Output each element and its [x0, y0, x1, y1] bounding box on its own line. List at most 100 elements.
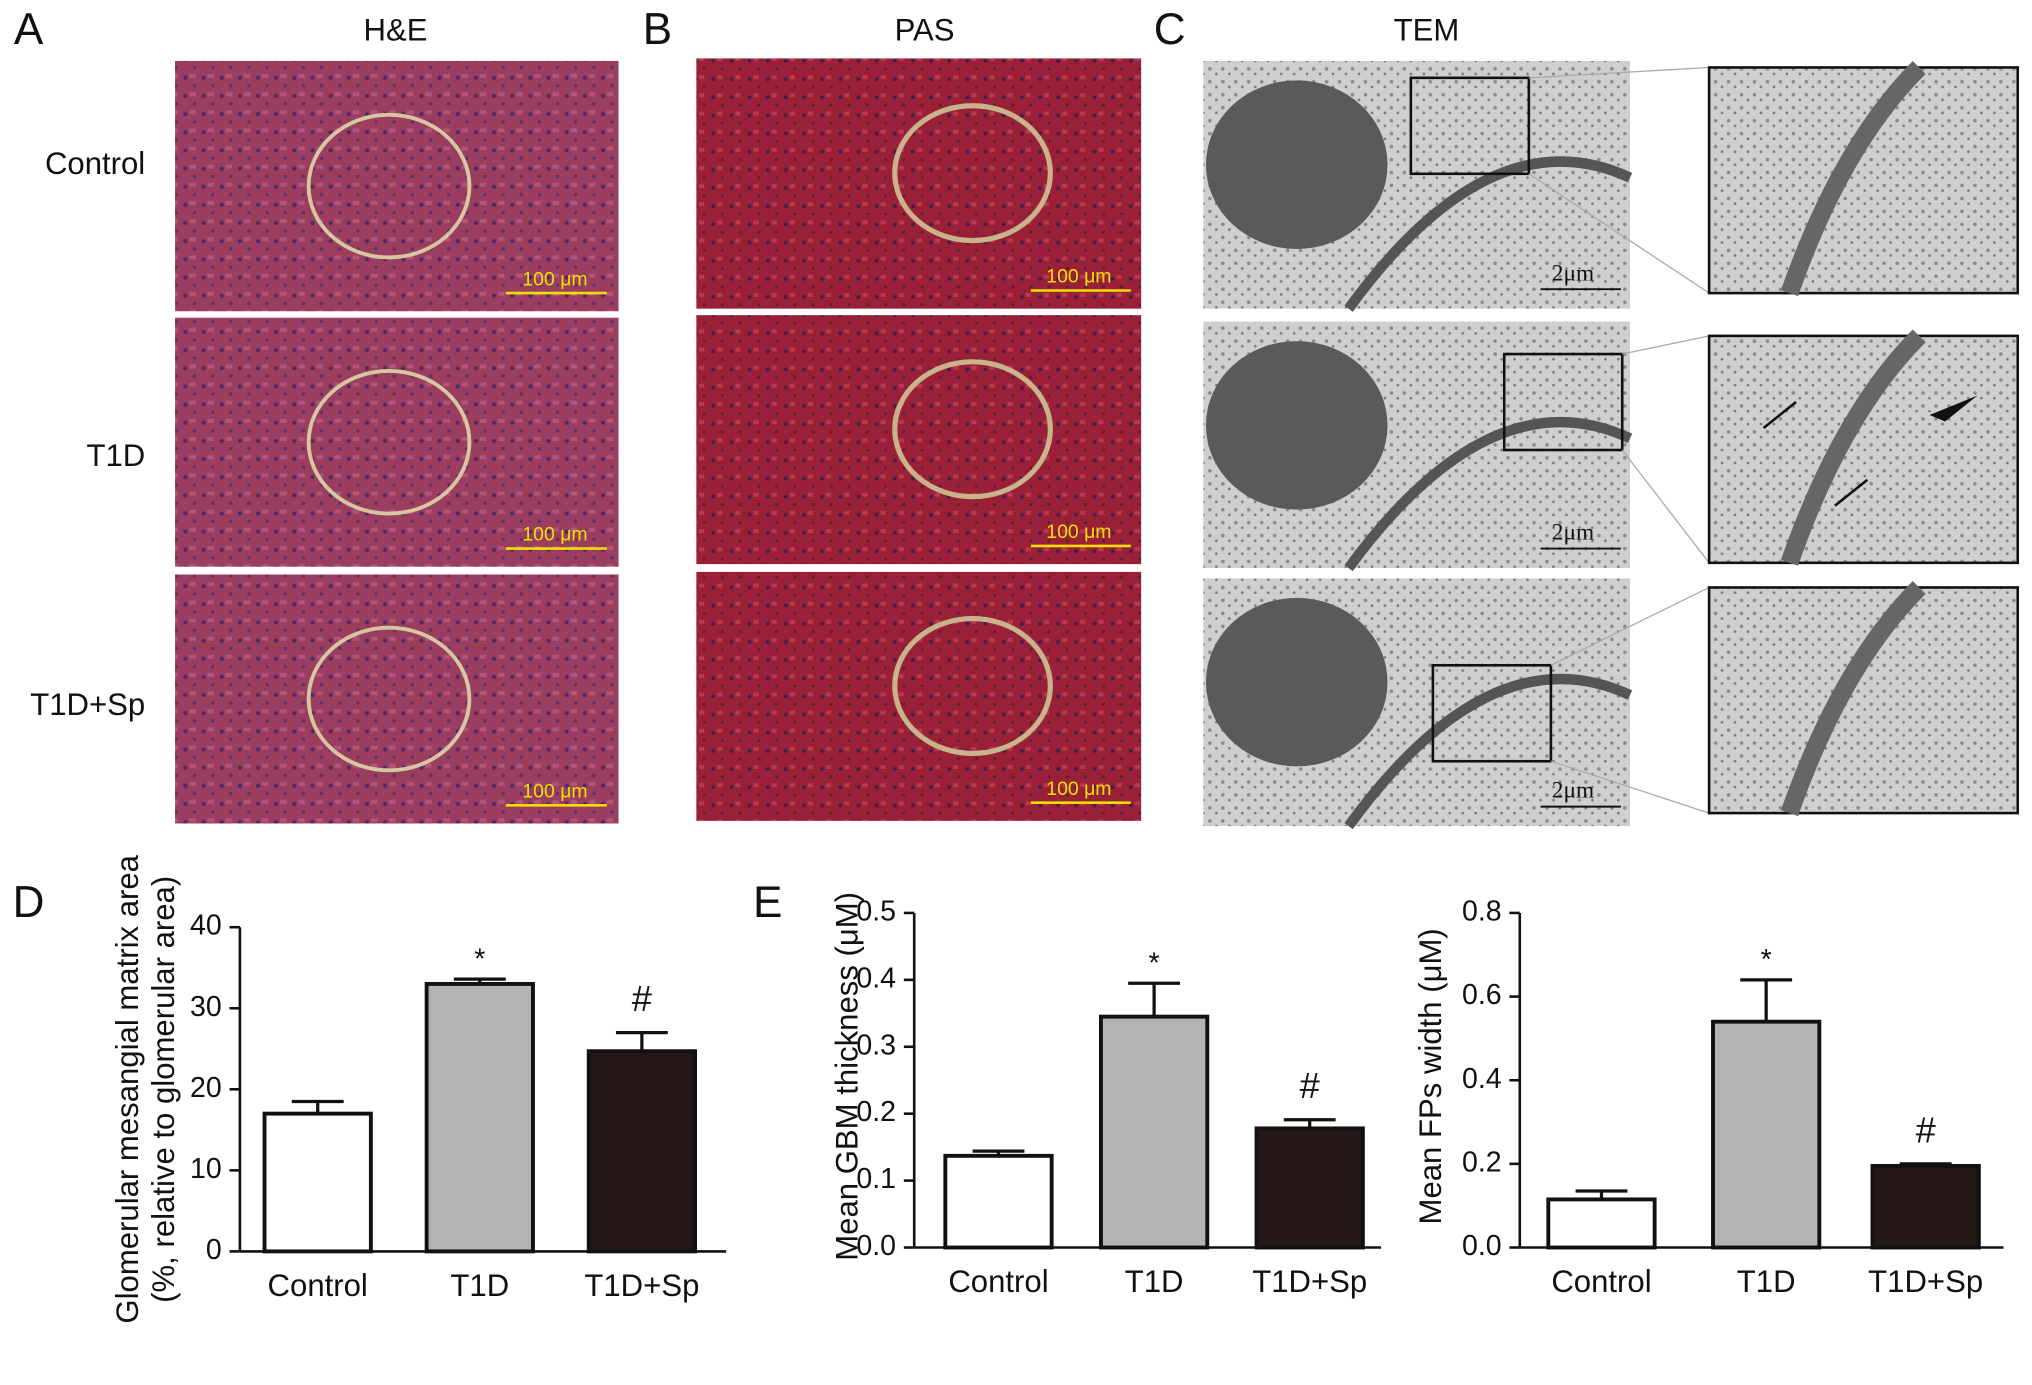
x-tick-label: T1D+Sp: [1868, 1264, 1983, 1299]
connector: [1550, 586, 1710, 666]
panel-label: D: [13, 878, 45, 927]
micrograph: [175, 574, 619, 824]
membrane: [1344, 416, 1633, 572]
y-tick-label: 0.0: [1462, 1230, 1502, 1262]
arrowhead: [1929, 395, 1978, 422]
panel-label: E: [753, 878, 782, 927]
scale-bar-label: 100 μm: [1046, 778, 1111, 800]
y-tick-label: 0.4: [1462, 1063, 1502, 1095]
micrograph: [696, 315, 1142, 565]
micrograph: [175, 60, 619, 312]
glomerulus: [306, 625, 472, 773]
glomerulus: [892, 615, 1053, 757]
scale-bar-label: 2μm: [1552, 260, 1594, 286]
membrane: [1780, 581, 1926, 817]
y-tick-label: 0.2: [856, 1096, 896, 1128]
bar: [1254, 1126, 1365, 1250]
membrane: [1780, 329, 1926, 566]
y-tick-label: 0.2: [1462, 1146, 1502, 1178]
row-label: T1D: [86, 438, 145, 473]
x-tick-label: Control: [1551, 1264, 1651, 1299]
connector: [1550, 760, 1710, 814]
cell: [1205, 341, 1388, 510]
membrane: [1780, 61, 1926, 297]
significance-marker: #: [632, 978, 653, 1019]
glomerulus: [306, 112, 472, 260]
y-tick-label: 0.5: [856, 895, 896, 927]
significance-marker: *: [1761, 944, 1772, 976]
bar: [262, 1111, 373, 1254]
selection-box: [1502, 352, 1624, 452]
y-tick-label: 0.6: [1462, 979, 1502, 1011]
y-tick-label: 10: [190, 1153, 222, 1185]
scale-bar-label: 2μm: [1552, 778, 1594, 804]
scale-bar-label: 100 μm: [1046, 266, 1111, 288]
x-tick-label: T1D: [450, 1268, 509, 1303]
bar: [1711, 1019, 1822, 1250]
arrow: [1834, 478, 1869, 507]
micrograph: [696, 571, 1142, 821]
panel-label: B: [643, 5, 672, 54]
significance-marker: *: [1149, 948, 1160, 980]
connector: [1622, 335, 1710, 355]
panel-label: C: [1154, 5, 1186, 54]
bar: [586, 1049, 698, 1254]
x-tick-label: Control: [948, 1264, 1048, 1299]
selection-box: [1409, 76, 1531, 176]
bar: [943, 1153, 1054, 1250]
significance-marker: #: [1300, 1065, 1321, 1106]
micrograph: [696, 58, 1142, 309]
y-tick-label: 0.3: [856, 1029, 896, 1061]
y-tick-label: 40: [190, 910, 222, 942]
zoom-micrograph: [1707, 66, 2020, 295]
y-tick-label: 30: [190, 991, 222, 1023]
y-tick-label: 0: [206, 1234, 222, 1266]
y-tick-label: 0.0: [856, 1230, 896, 1262]
y-tick-label: 20: [190, 1072, 222, 1104]
arrow: [1762, 401, 1797, 429]
row-label: Control: [45, 146, 145, 181]
micrograph: [175, 317, 619, 567]
glomerulus: [892, 359, 1053, 500]
scale-bar-label: 100 μm: [522, 268, 587, 290]
scale-bar-label: 100 μm: [1046, 521, 1111, 543]
glomerulus: [892, 103, 1053, 244]
selection-box: [1431, 663, 1553, 763]
membrane: [1344, 156, 1633, 312]
significance-marker: *: [474, 943, 485, 975]
x-tick-label: Control: [268, 1268, 368, 1303]
scale-bar-label: 100 μm: [522, 780, 587, 802]
scale-bar-label: 2μm: [1552, 520, 1594, 546]
y-tick-label: 0.8: [1462, 895, 1502, 927]
cell: [1205, 597, 1388, 767]
x-tick-label: T1D: [1125, 1264, 1184, 1299]
column-title: TEM: [1394, 13, 1460, 48]
zoom-micrograph: [1707, 334, 2020, 565]
connector: [1528, 173, 1710, 294]
bar: [1546, 1197, 1657, 1250]
column-title: PAS: [895, 13, 955, 48]
y-axis-label: Glomerular mesangial matrix area: [110, 854, 145, 1323]
connector: [1528, 66, 1710, 79]
y-axis-label: Mean GBM thickness (μM): [830, 892, 865, 1261]
y-axis-label: Mean FPs width (μM): [1413, 928, 1448, 1224]
bar: [424, 981, 535, 1254]
y-tick-label: 0.4: [856, 962, 896, 994]
x-tick-label: T1D: [1737, 1264, 1796, 1299]
x-tick-label: T1D+Sp: [584, 1268, 699, 1303]
scale-bar-label: 100 μm: [522, 524, 587, 546]
bar: [1870, 1164, 1981, 1250]
panel-label: A: [14, 5, 44, 54]
cell: [1205, 80, 1388, 250]
row-label: T1D+Sp: [30, 687, 145, 722]
x-tick-label: T1D+Sp: [1252, 1264, 1367, 1299]
column-title: H&E: [364, 13, 428, 48]
y-axis-label: (%, relative to glomerular area): [146, 876, 181, 1303]
glomerulus: [306, 368, 472, 516]
bar: [1098, 1014, 1210, 1250]
y-tick-label: 0.1: [856, 1163, 896, 1195]
zoom-micrograph: [1707, 586, 2020, 815]
connector: [1621, 449, 1710, 564]
